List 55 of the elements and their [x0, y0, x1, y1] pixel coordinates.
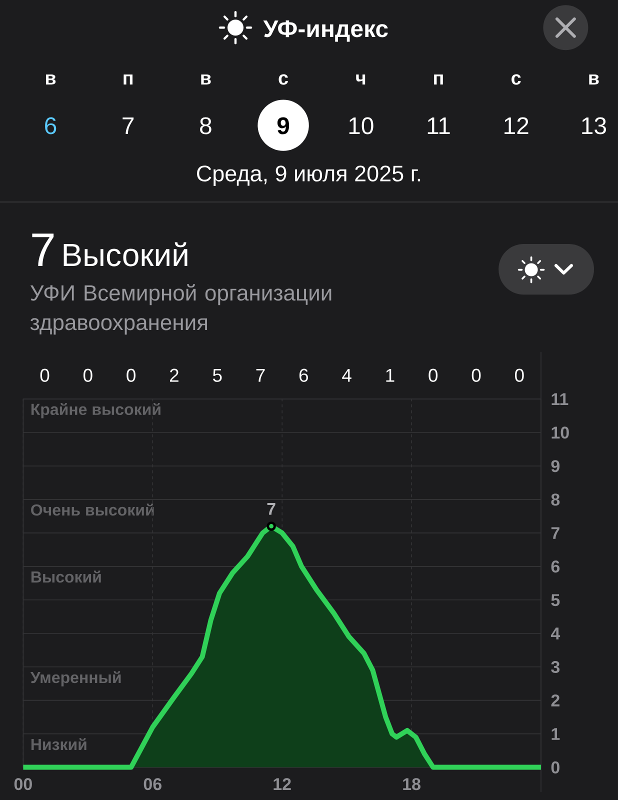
text: 0 [126, 368, 136, 382]
text: 5 [212, 368, 222, 382]
text: 9 [277, 117, 290, 134]
text: с [512, 74, 521, 85]
text: 13 [582, 117, 606, 134]
text: 2 [170, 368, 178, 382]
text: 11 [428, 117, 450, 134]
y-tick-label: 0 [551, 761, 560, 774]
y-tick-label: 6 [551, 560, 560, 573]
text: в [589, 74, 599, 85]
text: 0 [472, 368, 481, 382]
x-tick-label: 06 [144, 778, 162, 790]
x-tick-label: 00 [14, 778, 32, 790]
y-tick-label: 4 [550, 628, 560, 640]
annotation: Высокий [31, 570, 101, 583]
text: УФИ Всемирной организации здравоохранения [30, 284, 332, 335]
text: 7 [256, 368, 265, 382]
y-tick-label: 5 [551, 594, 560, 606]
annotation: Очень высокий [31, 504, 154, 516]
text: 0 [428, 368, 438, 382]
chart-subtitle: Среда, 9 июля 2025 г. [197, 166, 420, 186]
annotation: Умеренный [30, 671, 121, 686]
text: с [278, 74, 288, 85]
y-tick-label: 7 [551, 527, 560, 539]
y-tick-label: 10 [552, 426, 569, 439]
y-tick-label: 2 [551, 694, 560, 706]
chart-title: УФ-индекс [263, 20, 388, 42]
text: Высокий [64, 242, 188, 266]
text: 0 [40, 368, 50, 382]
y-tick-label: 3 [551, 660, 560, 674]
text: 1 [386, 368, 394, 382]
text: 10 [349, 117, 374, 134]
text: 12 [504, 117, 528, 134]
x-tick-label: 18 [403, 778, 420, 790]
text: 7 [32, 234, 54, 266]
text: 6 [45, 117, 56, 134]
x-tick-label: 12 [274, 778, 291, 790]
y-tick-label: 1 [552, 728, 560, 740]
text: 4 [342, 368, 352, 382]
text: в [46, 74, 56, 85]
y-tick-label: 11 [552, 393, 568, 406]
text: п [124, 74, 133, 85]
annotation: Низкий [31, 738, 86, 750]
text: 0 [514, 368, 524, 382]
text: в [201, 74, 211, 85]
text: 0 [83, 368, 92, 382]
y-tick-label: 8 [551, 494, 560, 506]
text: 8 [200, 117, 212, 134]
text: п [434, 74, 443, 85]
text: 7 [122, 117, 134, 134]
annotation: 7 [267, 503, 276, 515]
text: 6 [299, 368, 308, 382]
y-tick-label: 9 [551, 460, 560, 472]
text: ч [356, 74, 366, 85]
annotation: Крайне высокий [31, 403, 160, 418]
